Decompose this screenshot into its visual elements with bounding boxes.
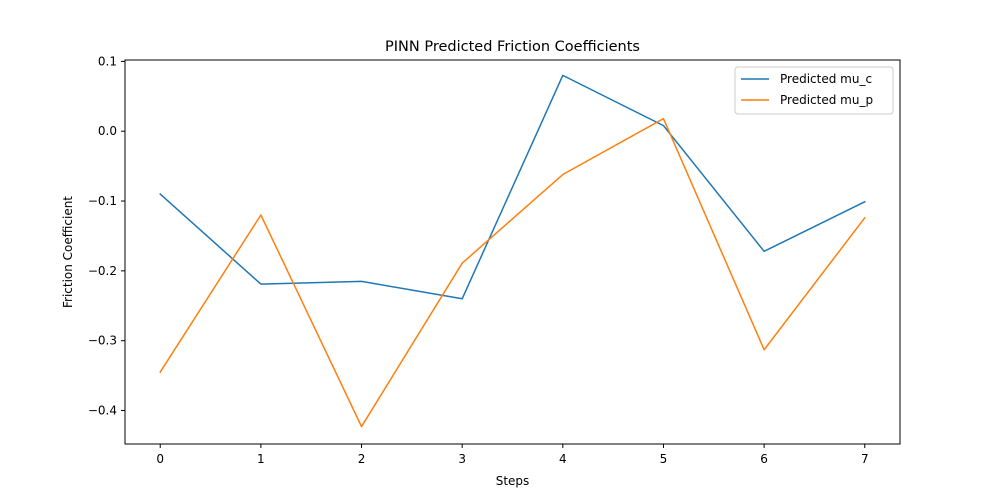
x-tick-label: 3 (458, 452, 466, 466)
x-axis-title: Steps (496, 474, 530, 488)
y-tick-label: 0.0 (98, 124, 117, 138)
plot-area-frame (124, 59, 901, 445)
y-axis-title: Friction Coefficient (61, 196, 75, 308)
x-tick-label: 5 (660, 452, 668, 466)
y-tick-label: −0.3 (88, 334, 117, 348)
legend-box (734, 66, 894, 115)
y-tick-label: −0.4 (88, 403, 117, 417)
legend: Predicted mu_c Predicted mu_p (734, 66, 894, 115)
legend-label-mu-p: Predicted mu_p (780, 93, 873, 107)
x-tick-label: 2 (358, 452, 366, 466)
series-line-mu-c (159, 74, 866, 300)
chart-title: PINN Predicted Friction Coefficients (385, 39, 640, 55)
y-tick-label: −0.2 (88, 264, 117, 278)
x-tick-label: 4 (559, 452, 567, 466)
series-layer (159, 74, 866, 428)
series-line-mu-p (159, 117, 866, 428)
ticks-layer: 0 1 2 3 4 5 6 7 0.1 0.0 −0.1 −0.2 −0.3 −0.4 (88, 54, 869, 466)
y-tick-label: −0.1 (88, 194, 117, 208)
x-tick-label: 0 (156, 452, 164, 466)
x-tick-label: 1 (257, 452, 265, 466)
y-tick-label: 0.1 (98, 54, 117, 68)
x-tick-label: 7 (861, 452, 869, 466)
x-tick-label: 6 (760, 452, 768, 466)
legend-label-mu-c: Predicted mu_c (780, 72, 872, 86)
